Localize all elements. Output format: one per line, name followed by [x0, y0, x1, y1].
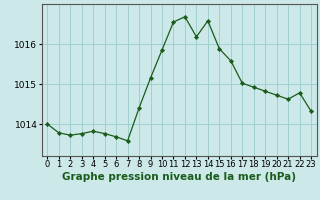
X-axis label: Graphe pression niveau de la mer (hPa): Graphe pression niveau de la mer (hPa): [62, 172, 296, 182]
